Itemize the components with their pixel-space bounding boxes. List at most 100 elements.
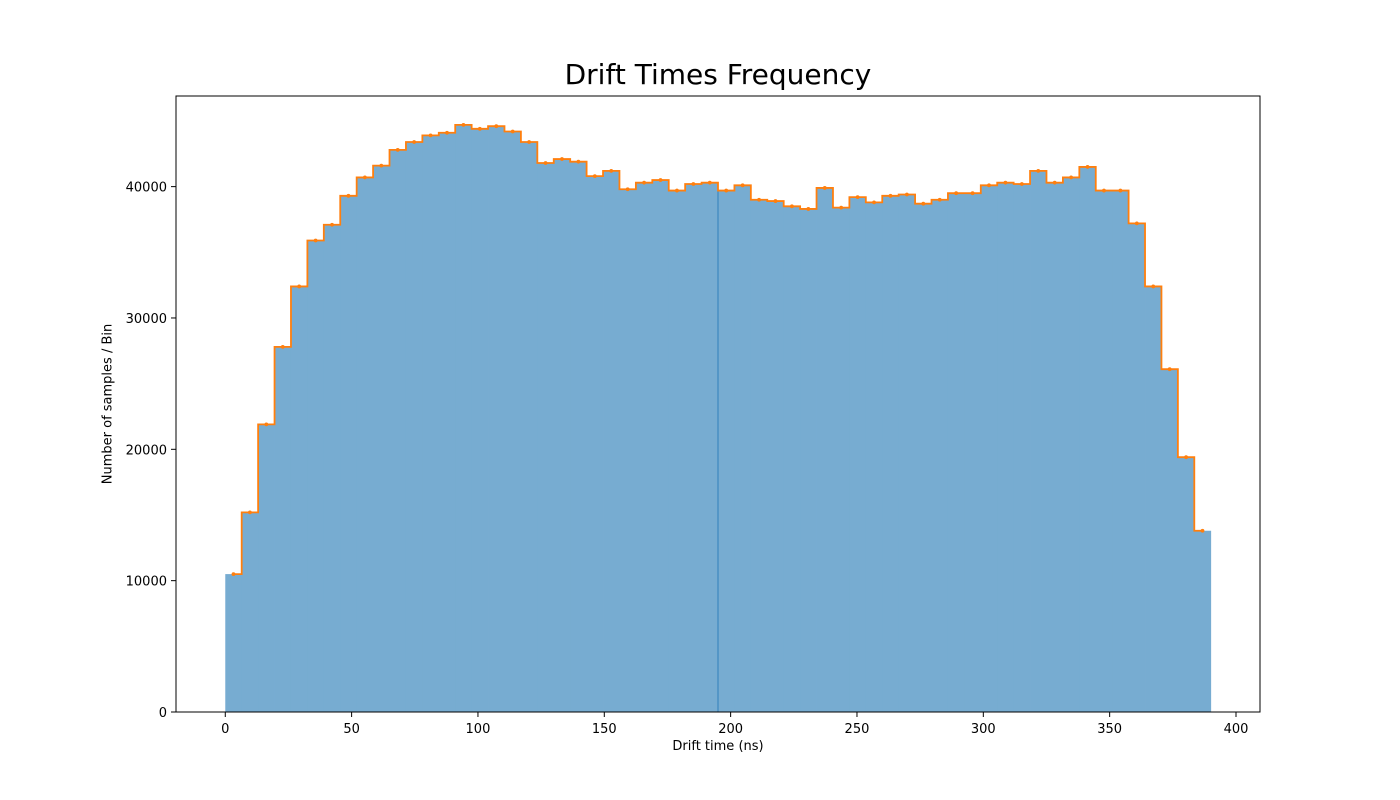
data-point [313,238,318,243]
data-point [1167,367,1172,372]
data-point [691,182,696,186]
data-point [1184,455,1188,460]
data-point [395,147,400,152]
histogram-bar [553,159,571,712]
data-point [297,284,302,289]
histogram-bar [258,424,275,712]
x-tick-label: 150 [592,722,617,737]
data-point [1085,165,1090,169]
y-axis-label: Number of samples / Bin [100,323,116,485]
data-point [724,188,729,193]
data-point [642,180,646,185]
histogram-bar [685,184,702,712]
data-point [1118,188,1123,193]
histogram-bar [422,135,440,713]
x-tick-label: 300 [971,722,996,737]
y-tick-label: 30000 [126,312,167,327]
data-point [1069,175,1074,180]
data-point [625,187,630,192]
histogram-bar [947,193,965,712]
data-point [280,344,285,349]
histogram-bar [537,162,555,712]
histogram-bar [1194,530,1212,712]
histogram-bar [701,182,719,712]
data-point [527,140,532,144]
data-point [494,124,499,129]
data-point [773,199,778,203]
histogram-bar [1177,457,1195,712]
data-point [576,159,581,164]
y-tick-label: 10000 [126,575,167,590]
histogram-bar [405,141,423,712]
histogram-bar [373,165,390,712]
data-point [477,126,482,131]
histogram-bar [488,126,505,712]
data-point [822,186,827,190]
data-point [379,163,384,168]
histogram-bar [274,346,292,712]
histogram-bar [438,132,456,712]
data-point [412,140,417,144]
histogram-bar [898,194,916,713]
histogram-bar [750,199,768,712]
data-point [346,193,351,198]
x-tick-label: 0 [221,722,229,737]
data-point [543,161,548,165]
histogram-bar [356,177,374,712]
data-point [675,188,679,193]
data-point [855,195,860,200]
histogram-bar [1128,223,1146,712]
histogram-bar [1079,166,1097,713]
data-point [872,200,876,205]
histogram-bar [783,206,801,712]
data-point [592,174,597,179]
histogram-bar [882,195,900,712]
histogram-bar [980,185,998,713]
histogram-bar [652,180,670,713]
data-point [428,133,433,138]
chart-title: Drift Times Frequency [564,58,872,91]
data-point [445,130,449,135]
x-tick-label: 50 [343,722,360,737]
axes-frame [175,95,1261,713]
y-tick-label: 20000 [126,443,167,458]
histogram-bar [718,190,735,713]
data-point [921,201,926,206]
histogram-bar [635,182,653,712]
data-point [1003,180,1008,185]
histogram-bar [915,203,932,713]
histogram-bar [603,170,620,713]
data-point [330,222,334,227]
data-point [904,192,909,197]
histogram-bar [340,195,358,712]
x-tick-label: 400 [1224,722,1249,737]
data-point [510,129,515,134]
x-tick-label: 350 [1097,722,1122,737]
histogram-bar [570,161,588,713]
data-point [954,191,959,196]
data-point [1134,221,1139,226]
histogram-bar [1013,184,1031,712]
data-point [1036,168,1041,173]
histogram-bar [586,176,604,713]
histogram-bar [734,185,752,713]
histogram-bar [931,199,949,712]
data-point [937,197,942,202]
histogram-bar [668,190,686,713]
histogram-bar [832,207,850,712]
x-tick-label: 100 [466,722,491,737]
histogram-bar [800,208,817,712]
data-point [231,572,236,576]
histogram-bar [1030,170,1047,713]
histogram-bar [323,224,341,712]
data-point [806,207,811,211]
x-axis-label: Drift time (ns) [672,739,764,754]
histogram-bar [504,131,522,712]
x-tick-label: 250 [845,722,870,737]
histogram-bar [241,512,259,712]
data-point [461,122,466,127]
data-point [790,204,794,209]
histogram-bar [1046,182,1064,712]
data-point [888,193,893,198]
